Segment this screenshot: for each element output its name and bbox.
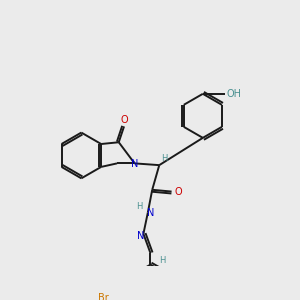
Text: N: N [147, 208, 154, 218]
Text: H: H [160, 256, 166, 265]
Text: O: O [120, 115, 128, 125]
Text: H: H [136, 202, 142, 211]
Text: N: N [131, 159, 138, 169]
Text: N: N [137, 231, 145, 241]
Text: H: H [161, 154, 168, 164]
Text: OH: OH [226, 89, 241, 99]
Text: Br: Br [98, 292, 109, 300]
Text: O: O [175, 187, 182, 196]
